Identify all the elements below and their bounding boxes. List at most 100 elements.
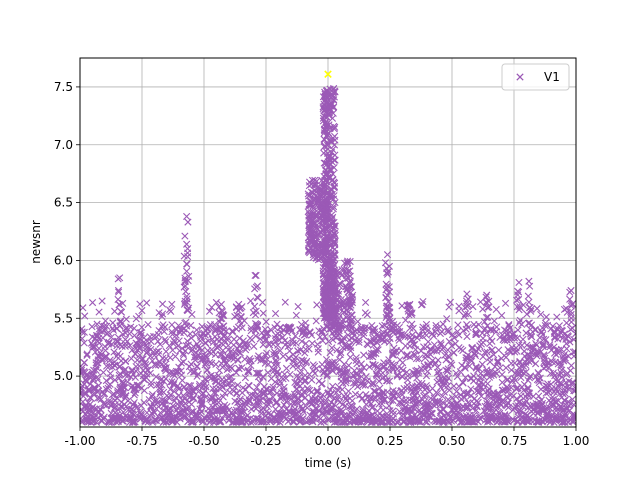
data-point (271, 378, 279, 386)
data-point (84, 409, 92, 417)
data-point (96, 349, 104, 357)
x-tick-label: 0.50 (439, 434, 466, 448)
data-point (80, 339, 88, 347)
data-point (194, 342, 202, 351)
data-point (309, 407, 317, 415)
data-point (342, 364, 350, 372)
data-point (247, 297, 255, 305)
x-tick-label: -0.25 (250, 434, 281, 448)
data-point (369, 361, 377, 369)
data-point (213, 397, 221, 405)
data-point (311, 181, 319, 189)
data-point (247, 405, 255, 413)
data-point (473, 366, 482, 374)
data-point (405, 302, 413, 310)
data-point (280, 370, 289, 378)
data-point (333, 272, 342, 281)
data-point (568, 324, 576, 332)
data-point (398, 386, 406, 395)
data-point (514, 402, 522, 410)
data-point (322, 292, 330, 301)
data-point (320, 278, 328, 287)
data-point (563, 405, 571, 413)
data-point (320, 246, 328, 254)
data-point (532, 399, 540, 408)
data-point (291, 332, 300, 340)
data-point (88, 299, 97, 307)
data-point (516, 316, 524, 324)
data-point (347, 343, 355, 352)
data-point (433, 378, 441, 386)
data-point (412, 414, 420, 422)
data-point (156, 340, 164, 348)
data-point (385, 318, 394, 326)
data-point (464, 295, 472, 303)
x-tick-label: 1.00 (563, 434, 590, 448)
data-point (378, 412, 386, 420)
data-point (422, 320, 431, 329)
data-point (80, 382, 87, 390)
data-point (432, 324, 440, 332)
data-point (437, 339, 445, 347)
data-point (282, 374, 290, 382)
data-point (504, 387, 512, 395)
data-point (294, 363, 302, 371)
data-point (331, 251, 339, 259)
data-point (522, 329, 530, 337)
data-point (323, 178, 331, 186)
data-point (373, 345, 381, 353)
data-point (198, 400, 206, 408)
data-point (123, 324, 131, 332)
data-point (435, 371, 443, 380)
data-point (520, 386, 528, 394)
data-point (133, 356, 141, 364)
data-point (97, 416, 106, 424)
data-point (378, 331, 386, 339)
data-point (241, 341, 249, 349)
data-point (332, 363, 340, 371)
data-point (430, 332, 438, 340)
data-point (183, 298, 191, 307)
data-point (445, 337, 453, 346)
data-point (362, 298, 370, 307)
data-point (560, 411, 569, 419)
data-point (306, 231, 315, 239)
data-point (221, 401, 229, 409)
data-point (107, 333, 115, 341)
data-point (173, 418, 181, 426)
data-point (498, 386, 506, 394)
data-point (312, 416, 320, 424)
data-point (114, 350, 122, 358)
data-point (94, 356, 102, 364)
data-point (542, 336, 550, 344)
data-point (273, 398, 281, 406)
data-point (326, 349, 334, 357)
data-point (119, 417, 127, 425)
data-point (203, 366, 211, 374)
data-point (323, 133, 331, 141)
data-point (482, 313, 491, 322)
data-point (210, 389, 218, 397)
data-point (450, 402, 458, 410)
data-point (436, 329, 444, 338)
data-point (354, 417, 362, 425)
data-point (218, 376, 226, 384)
data-point (335, 383, 343, 391)
data-point (333, 346, 341, 354)
data-point (320, 368, 329, 376)
data-point (513, 303, 521, 311)
data-point (467, 418, 475, 426)
data-point (305, 192, 313, 200)
data-point (504, 384, 512, 392)
data-point (198, 330, 206, 338)
data-point (375, 391, 383, 399)
data-point (331, 303, 339, 311)
data-point (439, 320, 447, 328)
data-point (116, 317, 124, 325)
data-point (383, 291, 392, 299)
data-point (217, 418, 225, 426)
data-point (183, 322, 191, 330)
data-point (558, 403, 566, 411)
data-point (458, 418, 466, 426)
data-point (238, 389, 246, 397)
